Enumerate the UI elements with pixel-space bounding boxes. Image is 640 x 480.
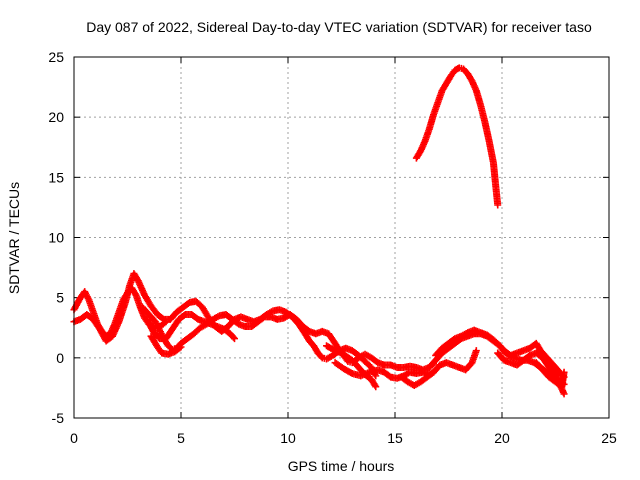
data-point — [177, 343, 185, 351]
data-point — [231, 335, 238, 343]
data-point — [347, 369, 355, 377]
y-tick-label: 0 — [56, 350, 64, 366]
data-point — [330, 346, 338, 354]
x-axis-label: GPS time / hours — [288, 458, 395, 474]
series-track-13 — [412, 64, 502, 209]
series-track-7 — [331, 359, 438, 382]
data-point — [560, 390, 568, 398]
x-tick-label: 10 — [280, 430, 296, 446]
y-tick-label: 15 — [48, 169, 64, 185]
y-tick-label: 5 — [56, 290, 64, 306]
data-point — [494, 201, 502, 209]
series-track-12 — [532, 359, 568, 391]
series-track-8 — [397, 347, 480, 390]
x-tick-labels: 0 5 10 15 20 25 — [70, 430, 617, 446]
data-point — [371, 381, 379, 389]
y-tick-labels: -5 0 5 10 15 20 25 — [48, 49, 64, 426]
y-tick-label: 25 — [48, 49, 64, 65]
y-tick-label: 20 — [48, 109, 64, 125]
data-point — [176, 344, 184, 352]
chart-title: Day 087 of 2022, Sidereal Day-to-day VTE… — [86, 19, 592, 35]
x-tick-label: 0 — [70, 430, 78, 446]
series-track-5 — [147, 332, 185, 358]
data-point — [560, 368, 568, 376]
x-tick-label: 25 — [601, 430, 617, 446]
y-tick-label: -5 — [52, 410, 65, 426]
data-point — [229, 333, 237, 341]
data-points — [70, 64, 568, 398]
y-axis-label: SDTVAR / TECUs — [6, 182, 22, 294]
data-point — [372, 383, 380, 391]
y-tick-label: 10 — [48, 230, 64, 246]
plot-frame — [73, 56, 610, 419]
x-tick-label: 20 — [494, 430, 510, 446]
series-track-4 — [143, 311, 238, 343]
x-tick-label: 15 — [387, 430, 403, 446]
series-track-10 — [432, 326, 568, 381]
x-tick-label: 5 — [177, 430, 185, 446]
data-point — [131, 290, 139, 298]
data-point — [472, 347, 480, 355]
